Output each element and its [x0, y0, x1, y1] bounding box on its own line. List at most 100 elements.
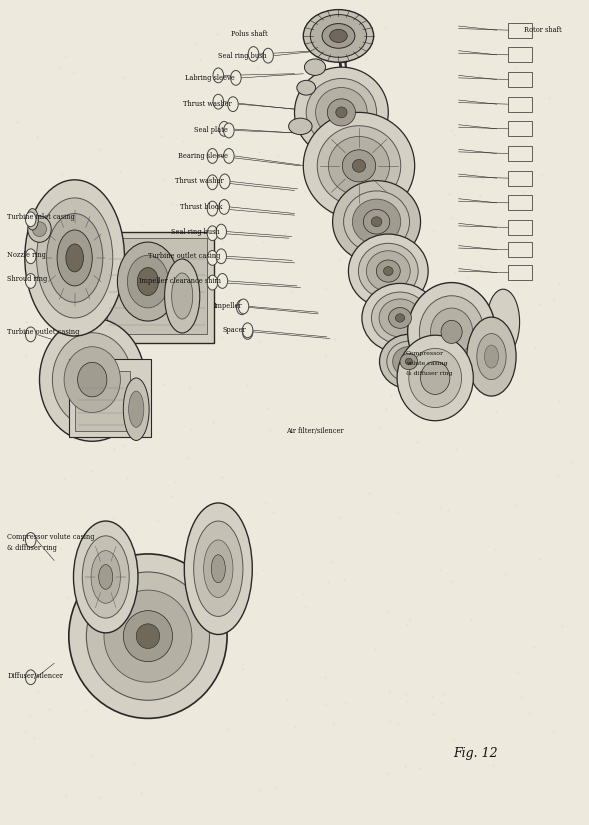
Circle shape — [207, 226, 218, 241]
Ellipse shape — [66, 244, 84, 272]
Ellipse shape — [25, 180, 124, 336]
Point — [121, 286, 130, 299]
Point — [290, 720, 300, 733]
Point — [464, 271, 473, 284]
Point — [44, 703, 54, 716]
Circle shape — [242, 324, 253, 339]
Point — [75, 186, 84, 199]
Point — [158, 173, 168, 186]
Point — [95, 300, 105, 314]
Ellipse shape — [294, 67, 388, 158]
Point — [300, 185, 310, 198]
Ellipse shape — [184, 503, 252, 634]
Point — [401, 687, 411, 700]
Point — [511, 62, 521, 75]
Point — [383, 605, 392, 618]
Ellipse shape — [366, 251, 410, 291]
Point — [180, 679, 189, 692]
Point — [194, 166, 203, 179]
Point — [119, 439, 128, 452]
Point — [90, 380, 99, 394]
Text: Shroud ring: Shroud ring — [7, 276, 48, 283]
Bar — [508, 266, 532, 281]
Ellipse shape — [431, 308, 473, 356]
Point — [466, 614, 476, 627]
Point — [217, 470, 227, 483]
Point — [183, 451, 193, 464]
Ellipse shape — [330, 30, 348, 43]
Point — [567, 455, 576, 468]
Point — [501, 568, 510, 581]
Text: Spacer: Spacer — [223, 326, 246, 334]
Bar — [69, 359, 151, 437]
Point — [265, 423, 274, 436]
Point — [208, 415, 217, 428]
Point — [73, 332, 82, 345]
Point — [530, 342, 540, 355]
Ellipse shape — [69, 554, 227, 719]
Text: Impeller clearance shim: Impeller clearance shim — [139, 277, 221, 285]
Point — [374, 421, 383, 434]
Point — [517, 691, 526, 704]
Point — [554, 394, 563, 408]
Ellipse shape — [400, 353, 418, 370]
Point — [412, 436, 421, 449]
Point — [476, 259, 485, 272]
Bar — [75, 371, 130, 431]
Ellipse shape — [358, 243, 418, 299]
Text: Thrust block: Thrust block — [180, 203, 223, 211]
Circle shape — [220, 174, 230, 189]
Ellipse shape — [317, 125, 401, 206]
Point — [29, 731, 39, 744]
Ellipse shape — [123, 378, 149, 441]
Text: Turbine outlet casing: Turbine outlet casing — [148, 252, 220, 260]
Point — [136, 217, 145, 230]
Text: & diffuser ring: & diffuser ring — [7, 544, 57, 552]
Point — [192, 38, 201, 51]
Ellipse shape — [336, 107, 347, 118]
Ellipse shape — [379, 299, 421, 337]
Point — [252, 566, 261, 579]
Point — [254, 146, 264, 159]
Point — [415, 761, 424, 775]
Bar — [508, 47, 532, 62]
Point — [341, 696, 350, 710]
Point — [256, 34, 265, 47]
Point — [401, 760, 410, 773]
Text: Fig. 12: Fig. 12 — [453, 747, 497, 760]
Ellipse shape — [289, 118, 312, 134]
Point — [138, 708, 147, 721]
Ellipse shape — [305, 59, 326, 75]
Point — [61, 790, 71, 803]
Point — [337, 78, 346, 91]
Point — [435, 501, 445, 514]
Circle shape — [219, 121, 230, 136]
Ellipse shape — [408, 283, 495, 381]
Circle shape — [228, 97, 238, 111]
Point — [381, 403, 391, 416]
Point — [474, 314, 483, 328]
Point — [550, 294, 559, 307]
Point — [167, 197, 176, 210]
Ellipse shape — [389, 308, 412, 328]
Point — [262, 497, 271, 510]
Point — [320, 697, 330, 710]
Point — [448, 212, 457, 225]
Point — [536, 168, 545, 182]
Point — [437, 696, 446, 710]
Circle shape — [213, 94, 224, 109]
Point — [178, 134, 187, 148]
Ellipse shape — [349, 234, 428, 308]
Point — [428, 690, 437, 703]
Bar — [508, 97, 532, 111]
Point — [282, 692, 292, 705]
Circle shape — [219, 200, 230, 215]
Bar — [107, 238, 207, 334]
Text: Turbine outlet casing: Turbine outlet casing — [7, 328, 80, 336]
Point — [529, 641, 538, 654]
Point — [262, 401, 272, 414]
Circle shape — [216, 224, 227, 239]
Circle shape — [217, 274, 228, 289]
Point — [474, 68, 484, 82]
Point — [491, 542, 500, 555]
